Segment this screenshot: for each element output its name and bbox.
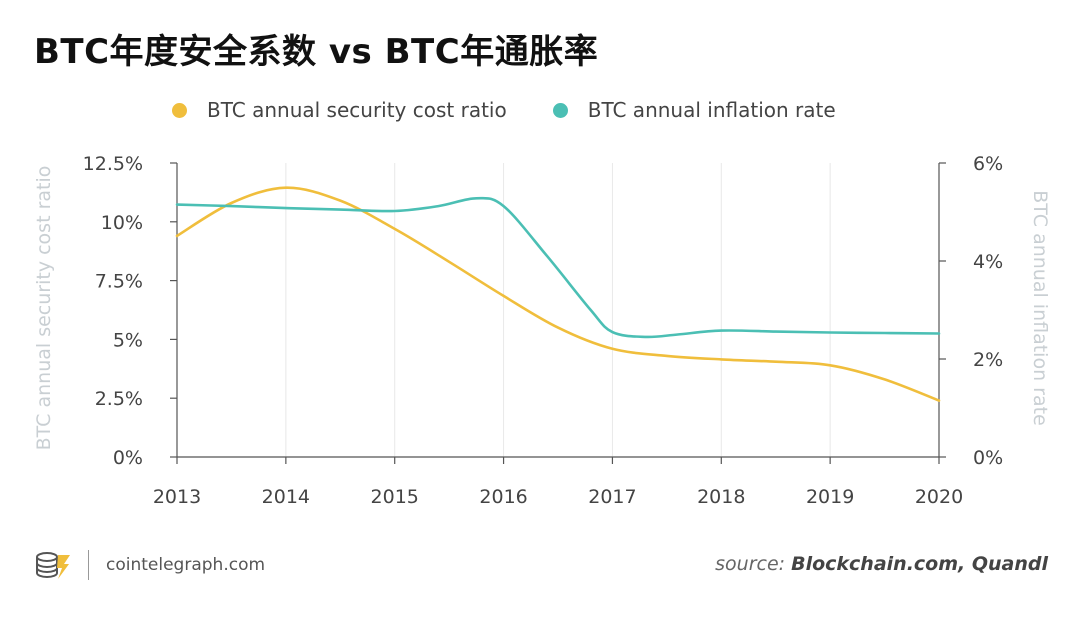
right-axis-label: BTC annual inflation rate — [1029, 190, 1051, 426]
axes — [176, 163, 940, 458]
series-line-inflation — [175, 196, 941, 339]
legend-dot-security-cost — [172, 102, 187, 118]
right-tick-label: 6% — [973, 153, 1003, 175]
legend-label-security-cost: BTC annual security cost ratio — [207, 98, 507, 122]
legend-label-inflation: BTC annual inflation rate — [587, 98, 836, 122]
left-axis-label: BTC annual security cost ratio — [33, 166, 55, 451]
right-axis-ticks: 0% 2% 4% 6% — [939, 153, 1003, 469]
legend: BTC annual security cost ratio BTC annua… — [172, 98, 882, 122]
source-names: Blockchain.com, Quandl — [791, 553, 1048, 575]
series-lines — [175, 186, 941, 402]
x-axis-ticks: 2013 2014 2015 2016 2017 2018 2019 2020 — [153, 457, 963, 508]
left-tick-label: 7.5% — [95, 271, 143, 293]
left-axis-ticks: 0% 2.5% 5% 7.5% 10% 12.5% — [83, 153, 177, 469]
right-tick-label: 0% — [973, 447, 1003, 469]
x-tick-label: 2020 — [915, 486, 963, 508]
x-tick-label: 2018 — [697, 486, 745, 508]
x-tick-label: 2013 — [153, 486, 201, 508]
left-tick-label: 2.5% — [95, 388, 143, 410]
left-tick-label: 5% — [113, 329, 143, 351]
x-tick-label: 2015 — [371, 486, 419, 508]
legend-item-inflation: BTC annual inflation rate — [552, 98, 836, 122]
source-credit: source: Blockchain.com, Quandl — [715, 553, 1048, 575]
footer-divider — [88, 550, 89, 580]
x-tick-label: 2014 — [262, 486, 310, 508]
right-tick-label: 2% — [973, 349, 1003, 371]
chart-title: BTC年度安全系数 vs BTC年通胀率 — [34, 32, 599, 72]
x-tick-label: 2017 — [588, 486, 636, 508]
legend-dot-inflation — [552, 102, 568, 118]
x-tick-label: 2016 — [479, 486, 527, 508]
cointelegraph-logo-icon — [36, 552, 70, 579]
left-tick-label: 10% — [101, 212, 143, 234]
site-url: cointelegraph.com — [106, 555, 266, 575]
series-line-security-cost — [175, 186, 941, 402]
left-tick-label: 12.5% — [83, 153, 143, 175]
x-tick-label: 2019 — [806, 486, 854, 508]
legend-item-security-cost: BTC annual security cost ratio — [172, 98, 507, 122]
source-prefix: source: — [715, 553, 792, 575]
left-tick-label: 0% — [113, 447, 143, 469]
right-tick-label: 4% — [973, 251, 1003, 273]
